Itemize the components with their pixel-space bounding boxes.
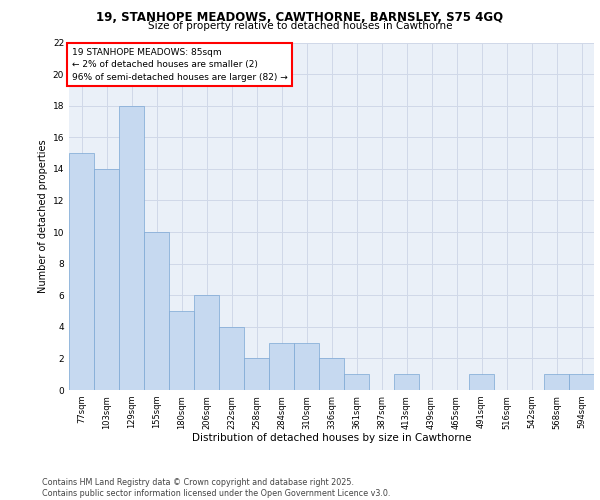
Bar: [344, 374, 369, 390]
Bar: [544, 374, 569, 390]
Bar: [244, 358, 269, 390]
Bar: [269, 342, 294, 390]
Y-axis label: Number of detached properties: Number of detached properties: [38, 140, 49, 293]
Bar: [469, 374, 494, 390]
Text: 19, STANHOPE MEADOWS, CAWTHORNE, BARNSLEY, S75 4GQ: 19, STANHOPE MEADOWS, CAWTHORNE, BARNSLE…: [97, 11, 503, 24]
Bar: [194, 295, 219, 390]
Bar: [294, 342, 319, 390]
Bar: [119, 106, 144, 390]
Text: Size of property relative to detached houses in Cawthorne: Size of property relative to detached ho…: [148, 21, 452, 31]
X-axis label: Distribution of detached houses by size in Cawthorne: Distribution of detached houses by size …: [192, 433, 471, 443]
Bar: [219, 327, 244, 390]
Bar: [319, 358, 344, 390]
Bar: [144, 232, 169, 390]
Bar: [69, 153, 94, 390]
Bar: [169, 311, 194, 390]
Bar: [94, 169, 119, 390]
Text: Contains HM Land Registry data © Crown copyright and database right 2025.
Contai: Contains HM Land Registry data © Crown c…: [42, 478, 391, 498]
Bar: [394, 374, 419, 390]
Text: 19 STANHOPE MEADOWS: 85sqm
← 2% of detached houses are smaller (2)
96% of semi-d: 19 STANHOPE MEADOWS: 85sqm ← 2% of detac…: [71, 48, 287, 82]
Bar: [569, 374, 594, 390]
